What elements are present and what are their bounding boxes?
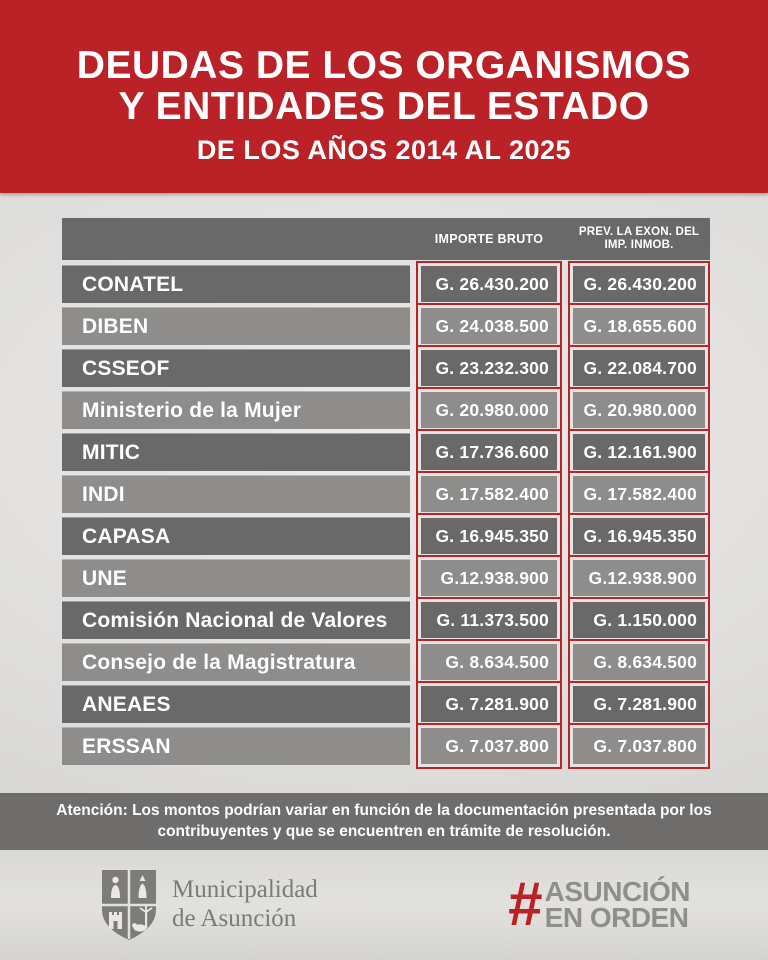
municipality-name-line2: de Asunción [172, 905, 297, 932]
row-prev-exon-value: G. 22.084.700 [573, 350, 705, 386]
row-entity-name: Ministerio de la Mujer [62, 391, 410, 429]
row-prev-exon-value: G. 16.945.350 [573, 518, 705, 554]
table-row: ERSSAN G. 7.037.800 G. 7.037.800 [62, 723, 710, 769]
row-prev-exon-box: G. 12.161.900 [568, 429, 710, 475]
row-importe-bruto-box: G. 11.373.500 [416, 597, 562, 643]
row-importe-bruto-box: G. 24.038.500 [416, 303, 562, 349]
page-title-line2: Y ENTIDADES DEL ESTADO [118, 84, 650, 128]
row-importe-bruto-value: G. 7.037.800 [421, 728, 557, 764]
row-entity-name: ANEAES [62, 685, 410, 723]
column-header-prev-exon-line2: IMP. INMOB. [604, 239, 674, 251]
row-entity-name: DIBEN [62, 307, 410, 345]
row-importe-bruto-box: G. 16.945.350 [416, 513, 562, 559]
row-prev-exon-value: G. 1.150.000 [573, 602, 705, 638]
page-title-line1: DEUDAS DE LOS ORGANISMOS [76, 44, 692, 87]
row-importe-bruto-value: G. 7.281.900 [421, 686, 557, 722]
row-importe-bruto-value: G.12.938.900 [421, 560, 557, 596]
table-row: Consejo de la Magistratura G. 8.634.500 … [62, 639, 710, 685]
row-prev-exon-box: G. 7.037.800 [568, 723, 710, 769]
row-importe-bruto-value: G. 24.038.500 [421, 308, 557, 344]
row-prev-exon-box: G. 20.980.000 [568, 387, 710, 433]
campaign-logo-line2: EN ORDEN [544, 902, 689, 933]
row-prev-exon-value: G. 12.161.900 [573, 434, 705, 470]
row-entity-name: CAPASA [62, 517, 410, 555]
campaign-logo-line1: ASUNCIÓN [544, 875, 691, 907]
page-subtitle: DE LOS AÑOS 2014 AL 2025 [196, 135, 572, 166]
table-row: UNE G.12.938.900 G.12.938.900 [62, 555, 710, 601]
municipality-brand: Municipalidad de Asunción [100, 868, 318, 942]
row-prev-exon-value: G. 18.655.600 [573, 308, 705, 344]
table-row: CONATEL G. 26.430.200 G. 26.430.200 [62, 261, 710, 307]
municipality-name-line1: Municipalidad [172, 876, 318, 904]
row-prev-exon-box: G. 16.945.350 [568, 513, 710, 559]
row-prev-exon-value: G. 17.582.400 [573, 476, 705, 512]
row-entity-name: UNE [62, 559, 410, 597]
row-prev-exon-value: G.12.938.900 [573, 560, 705, 596]
row-importe-bruto-box: G. 26.430.200 [416, 261, 562, 307]
column-header-prev-exon: PREV. LA EXON. DEL IMP. INMOB. [568, 226, 710, 252]
row-prev-exon-value: G. 8.634.500 [573, 644, 705, 680]
row-importe-bruto-value: G. 20.980.000 [421, 392, 557, 428]
debt-table: IMPORTE BRUTO PREV. LA EXON. DEL IMP. IN… [62, 218, 710, 769]
row-entity-name: ERSSAN [62, 727, 410, 765]
row-prev-exon-box: G. 8.634.500 [568, 639, 710, 685]
table-row: Ministerio de la Mujer G. 20.980.000 G. … [62, 387, 710, 433]
table-header-row: IMPORTE BRUTO PREV. LA EXON. DEL IMP. IN… [62, 218, 710, 260]
row-prev-exon-box: G.12.938.900 [568, 555, 710, 601]
row-importe-bruto-box: G. 7.037.800 [416, 723, 562, 769]
table-row: Comisión Nacional de Valores G. 11.373.5… [62, 597, 710, 643]
column-header-prev-exon-line1: PREV. LA EXON. DEL [578, 225, 700, 238]
table-row: INDI G. 17.582.400 G. 17.582.400 [62, 471, 710, 517]
row-entity-name: CSSEOF [62, 349, 410, 387]
row-importe-bruto-value: G. 8.634.500 [421, 644, 557, 680]
table-row: DIBEN G. 24.038.500 G. 18.655.600 [62, 303, 710, 349]
row-prev-exon-box: G. 26.430.200 [568, 261, 710, 307]
column-header-importe-bruto: IMPORTE BRUTO [434, 232, 544, 246]
row-importe-bruto-value: G. 11.373.500 [421, 602, 557, 638]
row-prev-exon-value: G. 7.037.800 [573, 728, 705, 764]
row-prev-exon-value: G. 7.281.900 [573, 686, 705, 722]
row-importe-bruto-value: G. 17.582.400 [421, 476, 557, 512]
municipality-shield-icon [102, 870, 156, 940]
row-importe-bruto-box: G. 7.281.900 [416, 681, 562, 727]
header-banner: DEUDAS DE LOS ORGANISMOS Y ENTIDADES DEL… [0, 0, 768, 193]
row-importe-bruto-box: G. 20.980.000 [416, 387, 562, 433]
campaign-logo-text: ASUNCIÓN EN ORDEN [544, 875, 691, 933]
table-row: CAPASA G. 16.945.350 G. 16.945.350 [62, 513, 710, 559]
row-importe-bruto-box: G. 17.582.400 [416, 471, 562, 517]
row-prev-exon-box: G. 1.150.000 [568, 597, 710, 643]
row-prev-exon-box: G. 17.582.400 [568, 471, 710, 517]
row-prev-exon-box: G. 22.084.700 [568, 345, 710, 391]
row-entity-name: Comisión Nacional de Valores [62, 601, 410, 639]
hashtag-icon: # [508, 870, 543, 940]
notice-text: Atención: Los montos podrían variar en f… [56, 801, 712, 840]
row-entity-name: INDI [62, 475, 410, 513]
row-importe-bruto-value: G. 17.736.600 [421, 434, 557, 470]
footer: Municipalidad de Asunción # ASUNCIÓN EN … [0, 850, 768, 960]
row-entity-name: CONATEL [62, 265, 410, 303]
row-importe-bruto-value: G. 16.945.350 [421, 518, 557, 554]
row-prev-exon-value: G. 20.980.000 [573, 392, 705, 428]
row-prev-exon-box: G. 18.655.600 [568, 303, 710, 349]
main-content: IMPORTE BRUTO PREV. LA EXON. DEL IMP. IN… [0, 193, 768, 793]
row-entity-name: MITIC [62, 433, 410, 471]
row-entity-name: Consejo de la Magistratura [62, 643, 410, 681]
row-importe-bruto-box: G. 17.736.600 [416, 429, 562, 475]
row-importe-bruto-value: G. 26.430.200 [421, 266, 557, 302]
row-importe-bruto-box: G.12.938.900 [416, 555, 562, 601]
table-row: MITIC G. 17.736.600 G. 12.161.900 [62, 429, 710, 475]
row-prev-exon-box: G. 7.281.900 [568, 681, 710, 727]
row-importe-bruto-value: G. 23.232.300 [421, 350, 557, 386]
table-row: ANEAES G. 7.281.900 G. 7.281.900 [62, 681, 710, 727]
notice-bar: Atención: Los montos podrían variar en f… [0, 793, 768, 850]
municipality-name: Municipalidad de Asunción [172, 876, 318, 934]
table-body: CONATEL G. 26.430.200 G. 26.430.200 DIBE… [62, 261, 710, 769]
row-prev-exon-value: G. 26.430.200 [573, 266, 705, 302]
row-importe-bruto-box: G. 23.232.300 [416, 345, 562, 391]
table-row: CSSEOF G. 23.232.300 G. 22.084.700 [62, 345, 710, 391]
campaign-logo: # ASUNCIÓN EN ORDEN [508, 870, 691, 940]
row-importe-bruto-box: G. 8.634.500 [416, 639, 562, 685]
